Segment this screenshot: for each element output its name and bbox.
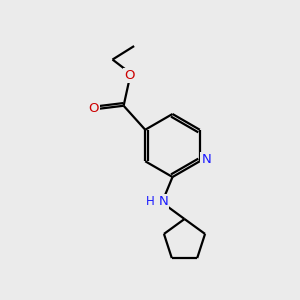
Text: N: N xyxy=(202,153,211,166)
Text: O: O xyxy=(88,102,99,115)
Text: N: N xyxy=(159,195,168,208)
Text: O: O xyxy=(124,69,134,82)
Text: H: H xyxy=(146,195,155,208)
